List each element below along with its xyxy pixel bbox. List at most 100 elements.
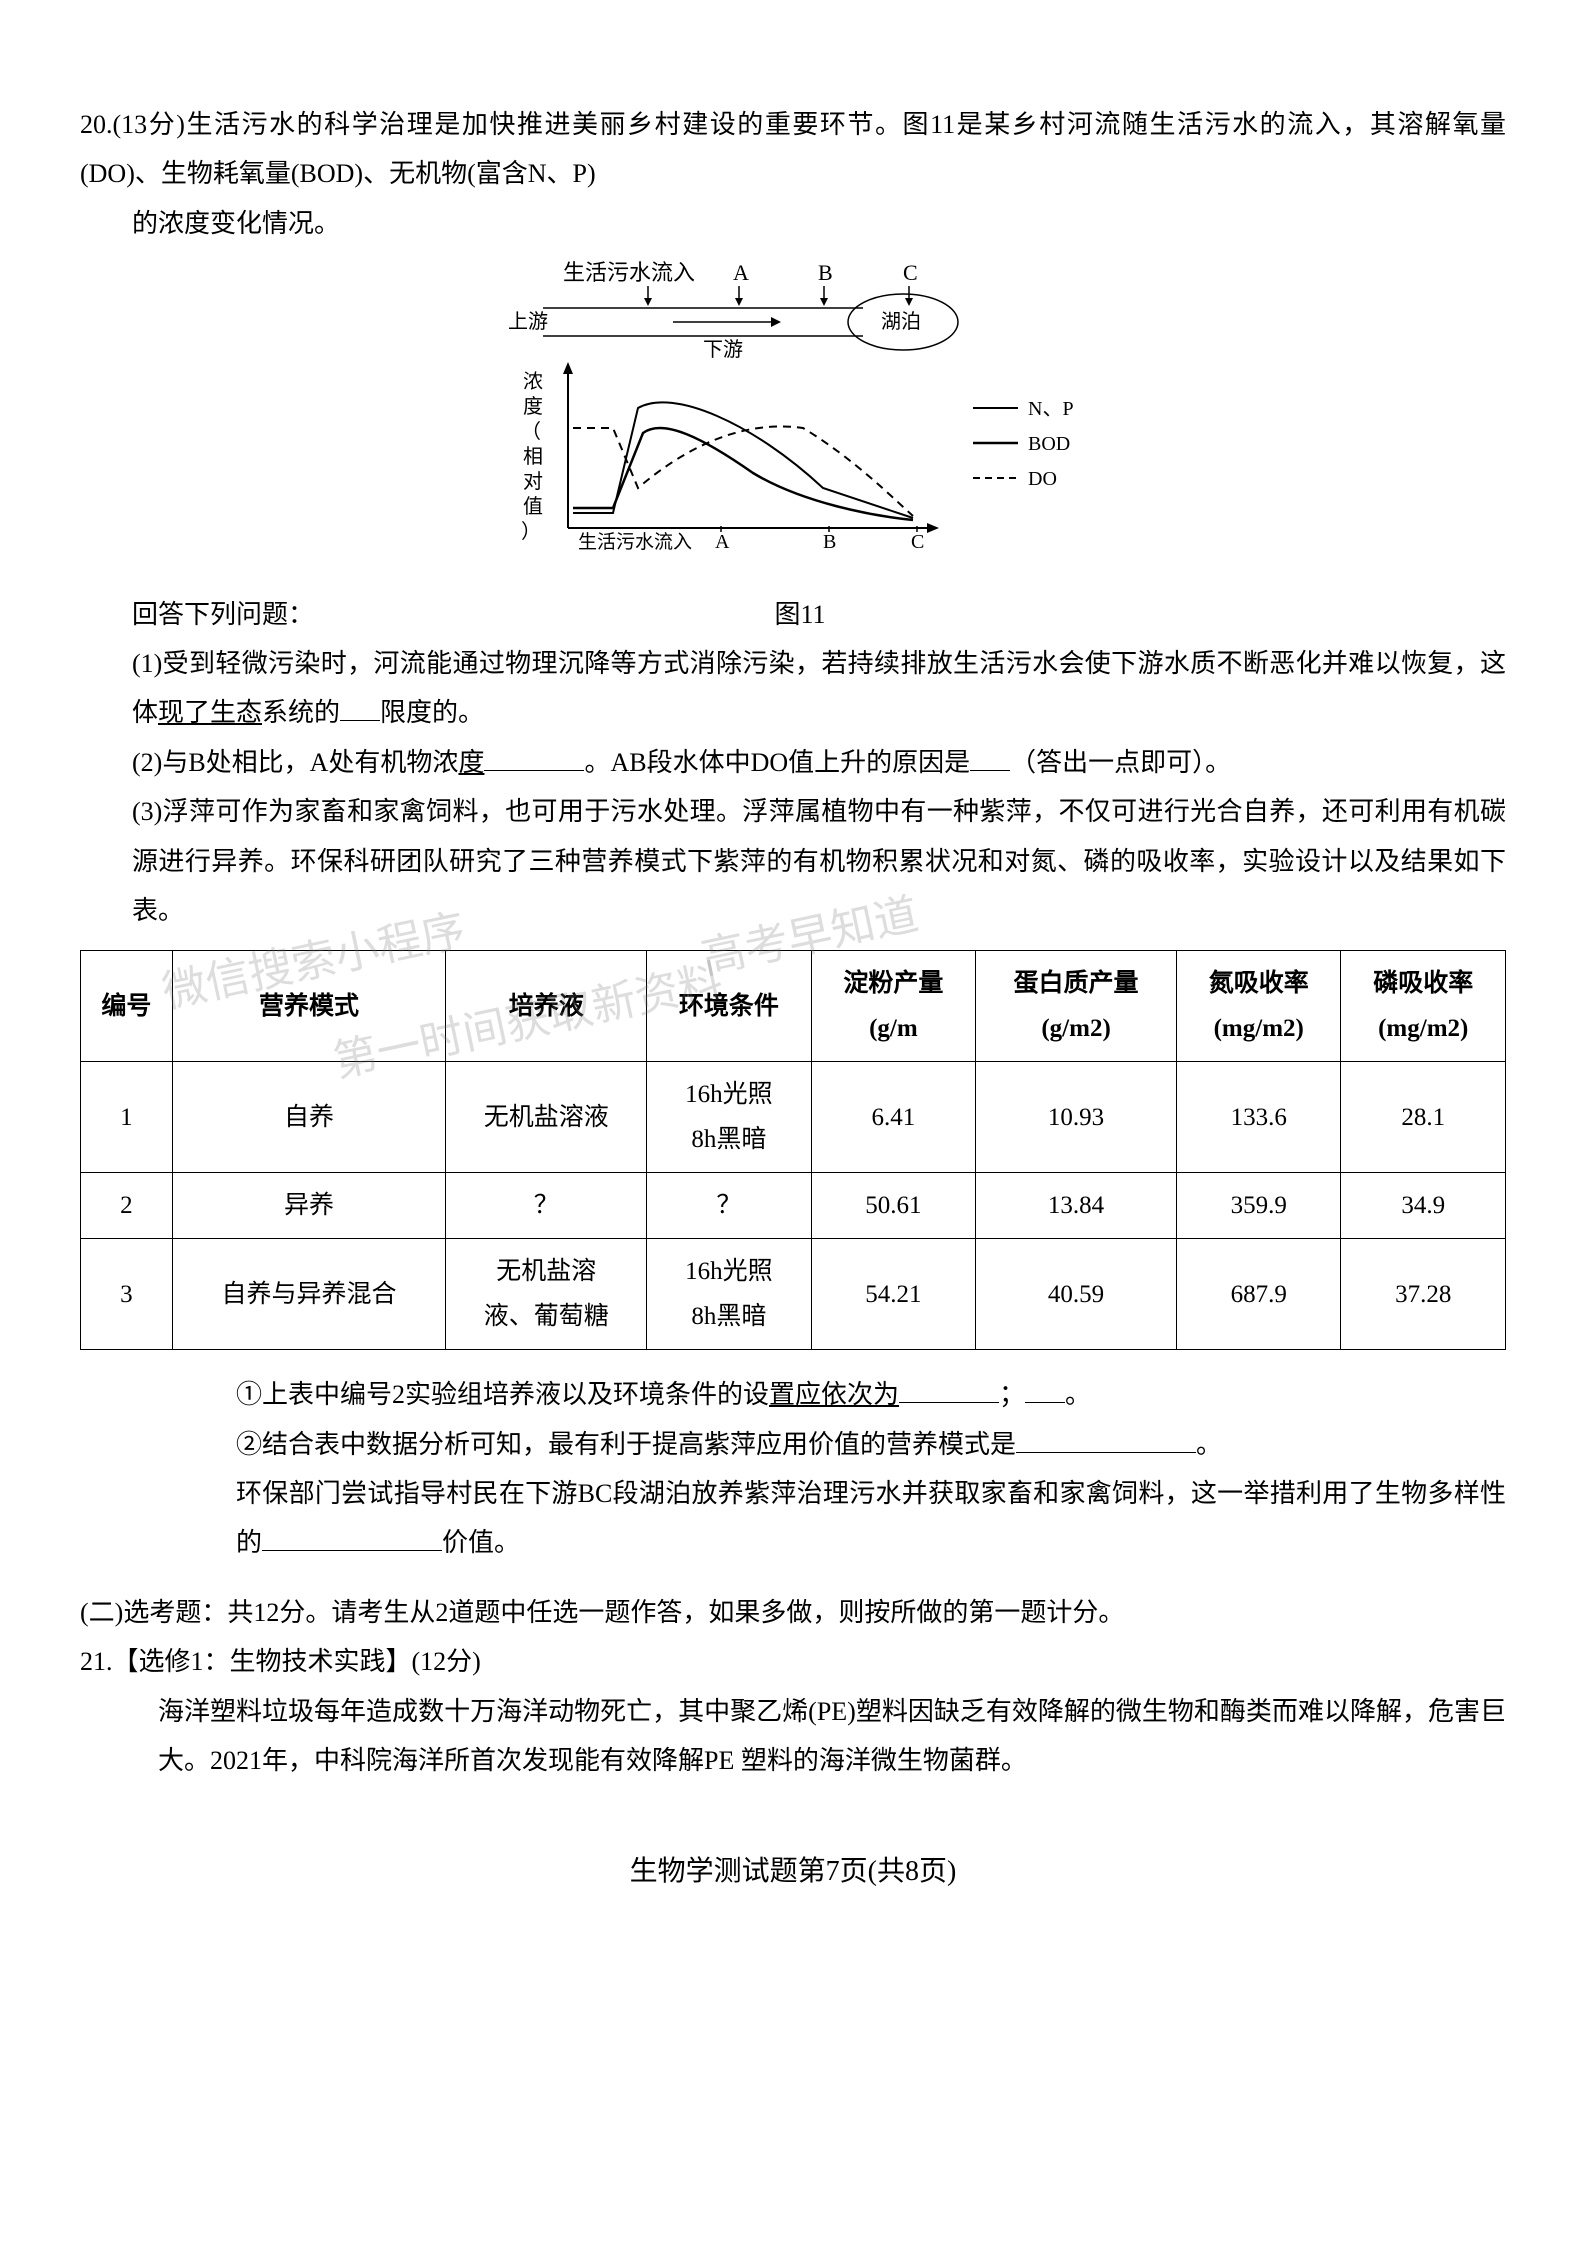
th-starch-l2: (g/m <box>869 1015 918 1042</box>
fig-y1: 浓 <box>523 370 543 393</box>
question-21: 21.【选修1：生物技术实践】(12分) 海洋塑料垃圾每年造成数十万海洋动物死亡… <box>80 1637 1506 1785</box>
cell-cond-l1: 16h光照 <box>685 1258 773 1285</box>
th-p-l2: (mg/m2) <box>1378 1015 1468 1042</box>
q20-sub1: ①上表中编号2实验组培养液以及环境条件的设置应依次为；。 <box>80 1370 1506 1419</box>
cell-mode: 异养 <box>172 1173 446 1239</box>
th-n: 氮吸收率 (mg/m2) <box>1176 951 1340 1062</box>
fig-xC: C <box>911 531 924 553</box>
cell-starch: 50.61 <box>811 1173 975 1239</box>
fig-downstream: 下游 <box>703 338 743 361</box>
q20-p1-b: 系统的 <box>262 698 340 727</box>
q20-sub3: 环保部门尝试指导村民在下游BC段湖泊放养紫萍治理污水并获取家畜和家禽饲料，这一举… <box>80 1469 1506 1568</box>
blank-4 <box>899 1372 999 1403</box>
q20-p1-c: 限度的。 <box>380 698 484 727</box>
q20-p1-ul: 现了生态 <box>158 698 262 727</box>
experiment-table: 编号 营养模式 培养液 环境条件 淀粉产量 (g/m 蛋白质产量 (g/m2) … <box>80 950 1506 1350</box>
legend-np: N、P <box>1028 398 1074 420</box>
fig-x-label: 生活污水流入 <box>578 531 692 553</box>
fig-y6: 值 <box>523 495 543 518</box>
q20-sub2: ②结合表中数据分析可知，最有利于提高紫萍应用价值的营养模式是。 <box>80 1420 1506 1469</box>
fig-upstream: 上游 <box>508 310 548 333</box>
q20-sub1c: 。 <box>1065 1380 1091 1409</box>
cell-medium: ？ <box>446 1173 647 1239</box>
cell-protein: 10.93 <box>976 1062 1177 1173</box>
fig-xA: A <box>715 531 730 553</box>
page-footer: 生物学测试题第7页(共8页) <box>80 1845 1506 1898</box>
cell-id: 2 <box>81 1173 173 1239</box>
th-protein-l1: 蛋白质产量 <box>1014 970 1139 997</box>
fig-lake: 湖泊 <box>881 310 921 333</box>
figure-11: 生活污水流入 A B C 湖泊 上游 下游 <box>80 258 1506 584</box>
table-row: 1 自养 无机盐溶液 16h光照 8h黑暗 6.41 10.93 133.6 2… <box>81 1062 1506 1173</box>
cell-medium-l1: 无机盐溶 <box>496 1258 596 1285</box>
th-p-l1: 磷吸收率 <box>1373 970 1473 997</box>
blank-3 <box>970 740 1010 771</box>
th-starch: 淀粉产量 (g/m <box>811 951 975 1062</box>
th-starch-l1: 淀粉产量 <box>843 970 943 997</box>
blank-6 <box>1016 1422 1196 1453</box>
blank-2 <box>484 740 584 771</box>
fig-pt-b: B <box>818 260 833 285</box>
cell-protein: 13.84 <box>976 1173 1177 1239</box>
th-n-l1: 氮吸收率 <box>1209 970 1309 997</box>
cell-medium-l2: 液、葡萄糖 <box>484 1303 609 1330</box>
cell-cond: ？ <box>647 1173 811 1239</box>
cell-cond-l2: 8h黑暗 <box>691 1126 766 1153</box>
q20-sub2a: ②结合表中数据分析可知，最有利于提高紫萍应用价值的营养模式是 <box>236 1430 1016 1459</box>
figure-11-svg: 生活污水流入 A B C 湖泊 上游 下游 <box>473 258 1113 568</box>
fig-y3: （ <box>521 420 541 443</box>
fig-top-label: 生活污水流入 <box>563 260 695 285</box>
q20-p2c: （答出一点即可）。 <box>1010 748 1231 777</box>
cell-id: 1 <box>81 1062 173 1173</box>
q20-p2: (2)与B处相比，A处有机物浓度。AB段水体中DO值上升的原因是（答出一点即可）… <box>80 738 1506 787</box>
th-protein-l2: (g/m2) <box>1041 1015 1110 1042</box>
fig-xB: B <box>823 531 836 553</box>
th-p: 磷吸收率 (mg/m2) <box>1341 951 1506 1062</box>
cell-cond-l1: 16h光照 <box>685 1081 773 1108</box>
cell-medium: 无机盐溶液 <box>446 1062 647 1173</box>
cell-n: 687.9 <box>1176 1239 1340 1350</box>
question-20: 20.(13分)生活污水的科学治理是加快推进美丽乡村建设的重要环节。图11是某乡… <box>80 100 1506 1568</box>
cell-p: 37.28 <box>1341 1239 1506 1350</box>
blank-1 <box>340 690 380 721</box>
table-row: 3 自养与异养混合 无机盐溶 液、葡萄糖 16h光照 8h黑暗 54.21 40… <box>81 1239 1506 1350</box>
q20-sub1a: ①上表中编号2实验组培养液以及环境条件的设 <box>236 1380 769 1409</box>
cell-id: 3 <box>81 1239 173 1350</box>
figure-caption: 图11 <box>314 590 1286 639</box>
cell-p: 34.9 <box>1341 1173 1506 1239</box>
fig-y5: 对 <box>523 470 543 493</box>
fig-y4: 相 <box>523 445 543 468</box>
legend-do: DO <box>1028 468 1057 490</box>
cell-p: 28.1 <box>1341 1062 1506 1173</box>
cell-starch: 54.21 <box>811 1239 975 1350</box>
q21-header: 21.【选修1：生物技术实践】(12分) <box>80 1637 1506 1686</box>
cell-starch: 6.41 <box>811 1062 975 1173</box>
q20-sub3b: 价值。 <box>442 1528 520 1557</box>
fig-y7: ） <box>521 520 541 543</box>
q20-p3: (3)浮萍可作为家畜和家禽饲料，也可用于污水处理。浮萍属植物中有一种紫萍，不仅可… <box>80 787 1506 935</box>
answer-prompt-row: 回答下列问题： 图11 <box>80 590 1506 639</box>
cell-cond-l2: 8h黑暗 <box>691 1303 766 1330</box>
cell-n: 133.6 <box>1176 1062 1340 1173</box>
th-cond: 环境条件 <box>647 951 811 1062</box>
cell-n: 359.9 <box>1176 1173 1340 1239</box>
legend-bod: BOD <box>1028 433 1070 455</box>
th-n-l2: (mg/m2) <box>1214 1015 1304 1042</box>
fig-pt-c: C <box>903 260 918 285</box>
table-header-row: 编号 营养模式 培养液 环境条件 淀粉产量 (g/m 蛋白质产量 (g/m2) … <box>81 951 1506 1062</box>
cell-medium: 无机盐溶 液、葡萄糖 <box>446 1239 647 1350</box>
blank-7 <box>262 1520 442 1551</box>
table-wrapper: 微信搜索小程序 第一时间获取新资料 高考早知道 编号 营养模式 培养液 环境条件… <box>80 950 1506 1350</box>
cell-cond: 16h光照 8h黑暗 <box>647 1239 811 1350</box>
table-row: 2 异养 ？ ？ 50.61 13.84 359.9 34.9 <box>81 1173 1506 1239</box>
cell-cond: 16h光照 8h黑暗 <box>647 1062 811 1173</box>
answer-prompt: 回答下列问题： <box>80 590 314 639</box>
th-id: 编号 <box>81 951 173 1062</box>
th-medium: 培养液 <box>446 951 647 1062</box>
q20-p1: (1)受到轻微污染时，河流能通过物理沉降等方式消除污染，若持续排放生活污水会使下… <box>80 639 1506 738</box>
cell-mode: 自养 <box>172 1062 446 1173</box>
q20-header: 20.(13分)生活污水的科学治理是加快推进美丽乡村建设的重要环节。图11是某乡… <box>80 100 1506 199</box>
fig-pt-a: A <box>733 260 749 285</box>
q20-sub1b: ； <box>999 1380 1025 1409</box>
th-mode: 营养模式 <box>172 951 446 1062</box>
